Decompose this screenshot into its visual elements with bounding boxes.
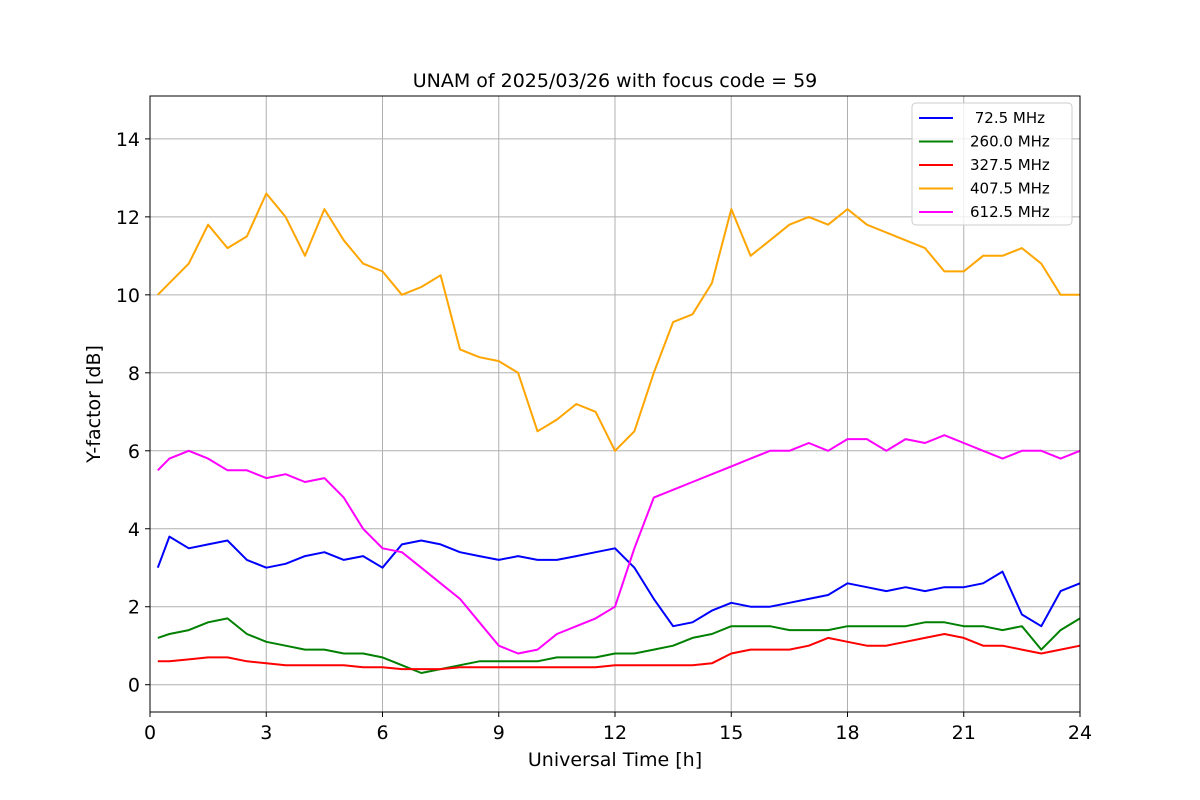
y-axis-ticks: 0 2 4 6 8 10 12 14 (116, 129, 150, 697)
x-tick-label: 15 (719, 722, 743, 744)
x-tick-label: 12 (603, 722, 627, 744)
x-tick-label: 21 (952, 722, 976, 744)
x-tick-label: 3 (260, 722, 272, 744)
chart-title: UNAM of 2025/03/26 with focus code = 59 (413, 70, 818, 92)
legend: 72.5 MHz 260.0 MHz 327.5 MHz 407.5 MHz 612.5… (911, 102, 1073, 226)
x-axis-label: Universal Time [h] (528, 749, 702, 771)
x-tick-label: 24 (1068, 722, 1092, 744)
x-tick-label: 0 (144, 722, 156, 744)
y-tick-label: 10 (116, 285, 140, 307)
y-tick-label: 0 (128, 675, 140, 697)
y-tick-label: 2 (128, 597, 140, 619)
y-tick-label: 14 (116, 129, 140, 151)
legend-box (911, 102, 1073, 226)
y-tick-label: 4 (128, 519, 140, 541)
y-axis-label: Y-factor [dB] (83, 345, 105, 464)
legend-label-5: 612.5 MHz (970, 203, 1050, 221)
x-tick-label: 18 (835, 722, 859, 744)
series-line-4 (157, 192, 1080, 452)
y-tick-label: 12 (116, 207, 140, 229)
series-line-2 (157, 617, 1081, 674)
x-tick-label: 6 (376, 722, 388, 744)
y-tick-label: 6 (128, 441, 140, 463)
series-line-3 (157, 633, 1081, 671)
legend-label-1: 72.5 MHz (970, 109, 1045, 127)
legend-label-4: 407.5 MHz (970, 180, 1050, 198)
plot-lines (156, 192, 1081, 674)
x-axis-ticks: 0 3 6 9 12 15 18 21 24 (144, 712, 1092, 744)
legend-label-2: 260.0 MHz (970, 133, 1050, 151)
y-tick-label: 8 (128, 363, 140, 385)
series-line-5 (157, 434, 1081, 655)
x-tick-label: 9 (493, 722, 505, 744)
legend-label-3: 327.5 MHz (970, 156, 1050, 174)
series-line-1 (156, 535, 1081, 628)
